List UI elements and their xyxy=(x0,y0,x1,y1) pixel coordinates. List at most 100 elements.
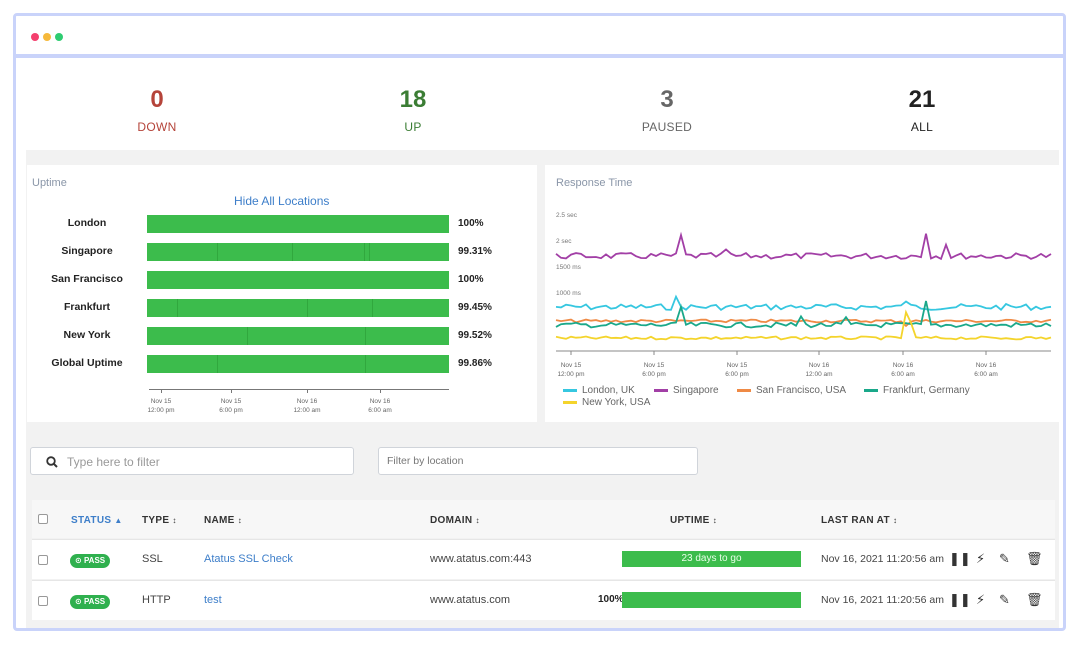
pause-icon[interactable]: ❚❚ xyxy=(949,592,971,607)
select-all-checkbox[interactable] xyxy=(38,514,48,524)
uptime-x-tick xyxy=(307,389,308,393)
delete-icon[interactable]: 🗑 xyxy=(1026,551,1043,566)
rt-y-label: 2.5 sec xyxy=(556,212,577,219)
rt-y-label: 1000 ms xyxy=(556,290,581,297)
location-filter-placeholder: Filter by location xyxy=(387,455,464,467)
uptime-x-tick xyxy=(161,389,162,393)
sort-icon: ↕ xyxy=(712,516,717,525)
maximize-window-dot[interactable] xyxy=(55,33,63,41)
minimize-window-dot[interactable] xyxy=(43,33,51,41)
row-uptime-bar: 23 days to go xyxy=(622,551,801,567)
rt-series-line xyxy=(555,231,1052,261)
header-uptime[interactable]: UPTIME ↕ xyxy=(670,515,717,526)
uptime-panel: Uptime Hide All Locations London 100% Si… xyxy=(27,165,537,422)
location-label-frankfurt: Frankfurt xyxy=(63,301,111,313)
stat-paused[interactable]: 3 PAUSED xyxy=(567,86,767,134)
location-label-singapore: Singapore xyxy=(61,245,113,257)
location-label-london: London xyxy=(67,217,107,229)
delete-icon[interactable]: 🗑 xyxy=(1026,592,1043,607)
stat-all[interactable]: 21 ALL xyxy=(822,86,1022,134)
uptime-x-label: Nov 16 12:00 am xyxy=(293,398,321,414)
rt-x-label: Nov 15 6:00 pm xyxy=(725,362,749,378)
legend-frankfurt[interactable]: Frankfurt, Germany xyxy=(864,385,970,396)
stat-paused-label: PAUSED xyxy=(641,120,693,134)
row-uptime-bar xyxy=(622,592,801,608)
table-row[interactable]: ⊙ PASS SSL Atatus SSL Check www.atatus.c… xyxy=(32,539,1055,579)
uptime-bar-frankfurt xyxy=(147,299,449,317)
pause-icon[interactable]: ❚❚ xyxy=(949,551,971,566)
stat-up[interactable]: 18 UP xyxy=(313,86,513,134)
browser-window: 0 DOWN 18 UP 3 PAUSED 21 ALL Uptime Hide… xyxy=(13,13,1066,631)
uptime-x-axis xyxy=(149,389,449,390)
rt-x-label: Nov 15 12:00 pm xyxy=(557,362,585,378)
stat-down[interactable]: 0 DOWN xyxy=(57,86,257,134)
uptime-pct-singapore: 99.31% xyxy=(458,246,492,257)
uptime-bar-san-francisco xyxy=(147,271,449,289)
rt-x-label: Nov 16 6:00 am xyxy=(891,362,915,378)
table-row[interactable]: ⊙ PASS HTTP test www.atatus.com 100% Nov… xyxy=(32,580,1055,620)
uptime-x-label: Nov 16 6:00 am xyxy=(368,398,392,414)
rt-y-label: 1500 ms xyxy=(556,264,581,271)
window-titlebar xyxy=(16,16,1063,58)
run-now-icon[interactable]: ⚡ xyxy=(976,592,986,607)
location-label-san-francisco: San Francisco xyxy=(51,273,123,285)
header-type[interactable]: TYPE ↕ xyxy=(142,515,177,526)
uptime-bar-global xyxy=(147,355,449,373)
stat-down-label: DOWN xyxy=(137,120,177,134)
uptime-x-label: Nov 15 6:00 pm xyxy=(219,398,243,414)
header-status[interactable]: STATUS ▲ xyxy=(71,515,123,526)
sort-asc-icon: ▲ xyxy=(114,516,123,525)
stat-all-label: ALL xyxy=(910,120,934,134)
rt-series-line xyxy=(555,300,1052,329)
uptime-bar-london xyxy=(147,215,449,233)
status-badge: ⊙ PASS xyxy=(70,595,111,609)
close-window-dot[interactable] xyxy=(31,33,39,41)
location-label-global: Global Uptime xyxy=(51,357,123,369)
stat-paused-value: 3 xyxy=(660,86,674,113)
uptime-pct-global: 99.86% xyxy=(458,358,492,369)
edit-icon[interactable]: ✎ xyxy=(999,592,1010,607)
response-time-chart xyxy=(555,231,1052,355)
row-checkbox[interactable] xyxy=(38,555,48,565)
sort-icon: ↕ xyxy=(475,516,480,525)
search-input[interactable]: Type here to filter xyxy=(30,447,354,475)
location-label-new-york: New York xyxy=(63,329,111,341)
header-domain[interactable]: DOMAIN ↕ xyxy=(430,515,480,526)
row-name-link[interactable]: Atatus SSL Check xyxy=(204,553,293,565)
legend-new-york[interactable]: New York, USA xyxy=(563,397,650,408)
run-now-icon[interactable]: ⚡ xyxy=(976,551,986,566)
hide-all-locations-link[interactable]: Hide All Locations xyxy=(234,194,330,208)
location-filter-input[interactable]: Filter by location xyxy=(378,447,698,475)
row-last-ran: Nov 16, 2021 11:20:56 am xyxy=(821,553,944,565)
stat-up-label: UP xyxy=(404,120,422,134)
uptime-pct-new-york: 99.52% xyxy=(458,330,492,341)
legend-san-francisco[interactable]: San Francisco, USA xyxy=(737,385,846,396)
row-type: HTTP xyxy=(142,594,171,606)
legend-singapore[interactable]: Singapore xyxy=(654,385,719,396)
stat-down-value: 0 xyxy=(150,86,164,113)
sort-icon: ↕ xyxy=(892,516,898,525)
rt-y-label: 2 sec xyxy=(556,238,572,245)
sort-icon: ↕ xyxy=(237,516,243,525)
table-header-row: STATUS ▲ TYPE ↕ NAME ↕ DOMAIN ↕ UPTIME ↕… xyxy=(32,500,1055,538)
rt-x-label: Nov 16 12:00 am xyxy=(805,362,833,378)
response-time-panel-title: Response Time xyxy=(556,177,633,189)
legend-london[interactable]: London, UK xyxy=(563,385,635,396)
search-input-placeholder: Type here to filter xyxy=(67,455,160,469)
rt-series-line xyxy=(555,294,1052,312)
edit-icon[interactable]: ✎ xyxy=(999,551,1010,566)
row-uptime-pct: 100% xyxy=(598,594,624,605)
uptime-x-tick xyxy=(380,389,381,393)
row-name-link[interactable]: test xyxy=(204,594,222,606)
uptime-panel-title: Uptime xyxy=(32,177,67,189)
response-time-panel: Response Time 2.5 sec 2 sec 1500 ms 1000… xyxy=(545,165,1059,422)
row-last-ran: Nov 16, 2021 11:20:56 am xyxy=(821,594,944,606)
row-domain: www.atatus.com xyxy=(430,594,511,606)
uptime-x-tick xyxy=(231,389,232,393)
uptime-pct-frankfurt: 99.45% xyxy=(458,302,492,313)
search-icon xyxy=(46,456,58,468)
header-name[interactable]: NAME ↕ xyxy=(204,515,243,526)
stat-up-value: 18 xyxy=(399,86,427,113)
row-checkbox[interactable] xyxy=(38,596,48,606)
header-last-ran[interactable]: LAST RAN AT ↕ xyxy=(821,515,898,526)
